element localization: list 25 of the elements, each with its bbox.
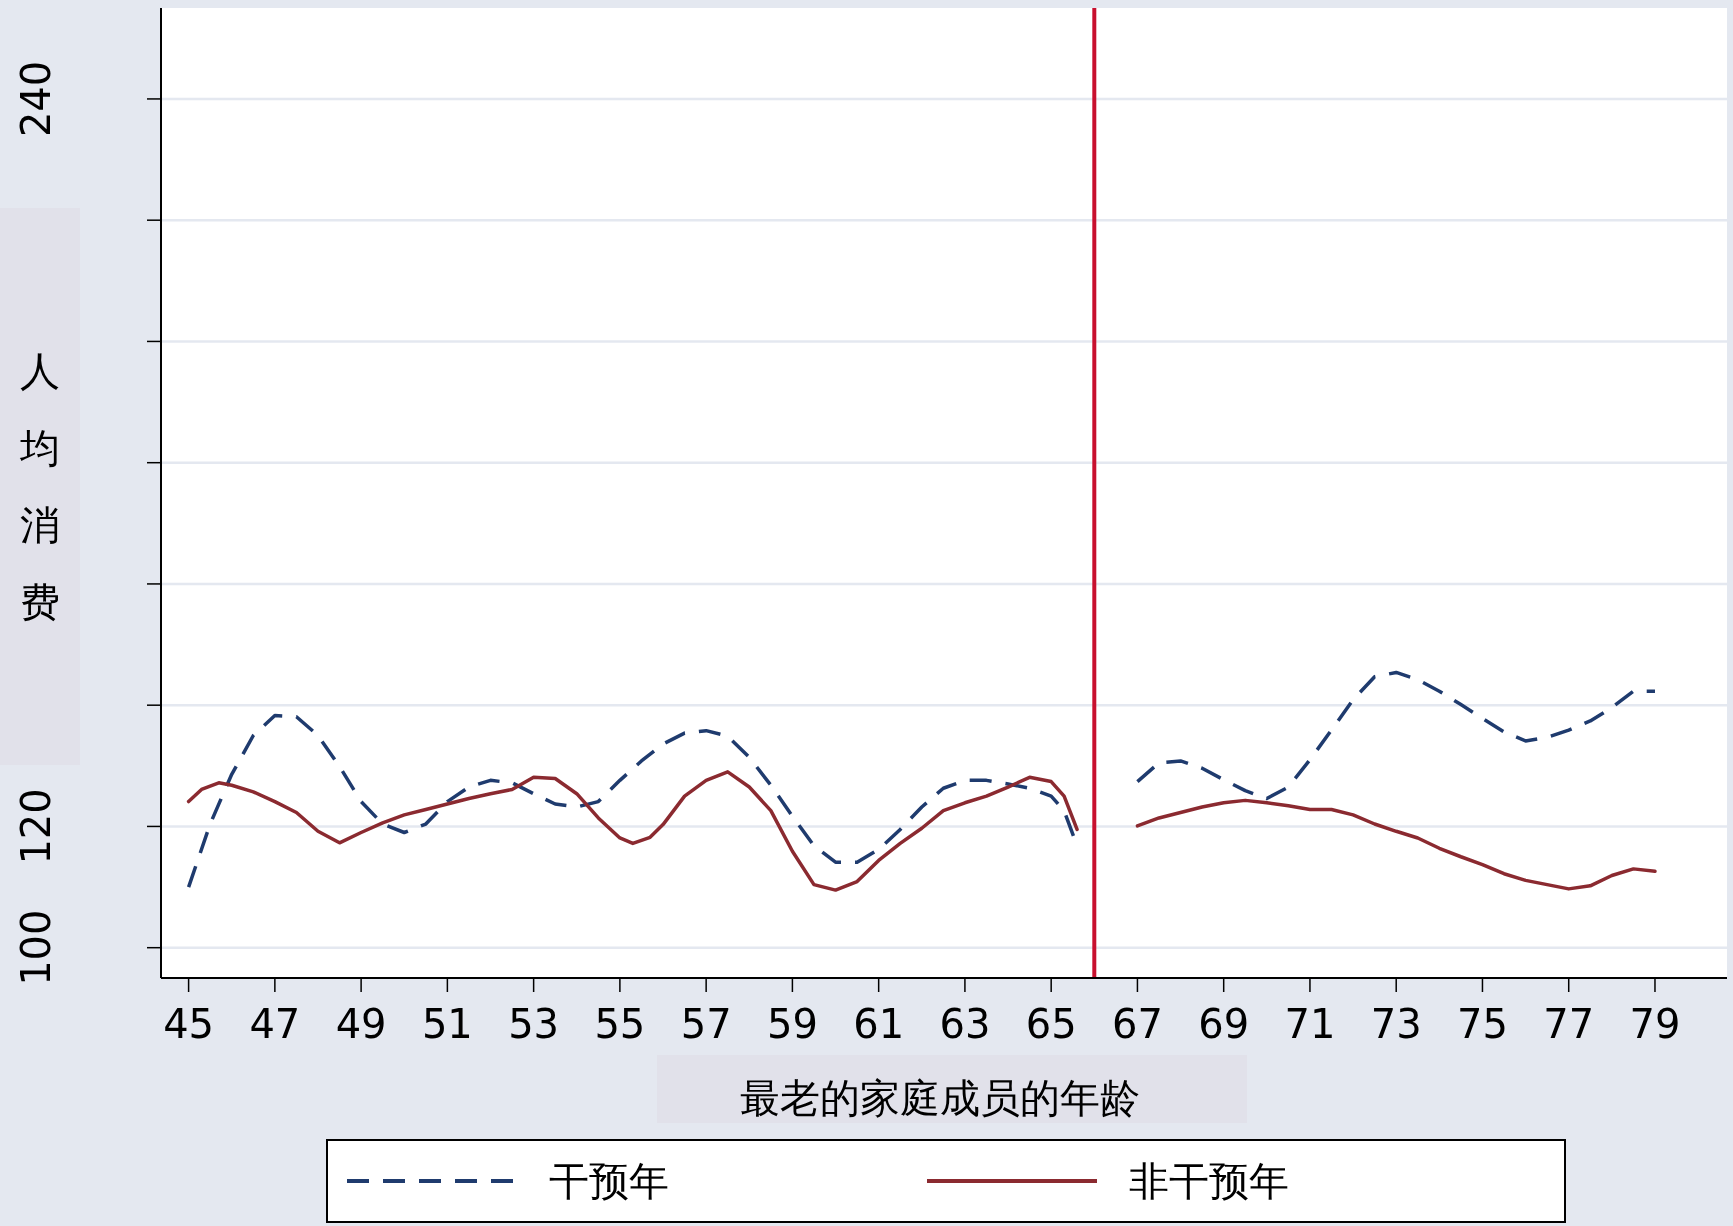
x-tick-label: 47 <box>249 1001 301 1047</box>
x-tick-label: 67 <box>1111 1001 1163 1047</box>
y-tick-label: 240 <box>13 60 59 138</box>
x-tick-label: 61 <box>853 1001 905 1047</box>
x-tick-label: 63 <box>939 1001 991 1047</box>
x-tick-label: 71 <box>1284 1001 1336 1047</box>
x-tick-label: 73 <box>1370 1001 1422 1047</box>
x-axis-title: 最老的家庭成员的年龄 <box>740 1075 1140 1121</box>
x-tick-label: 49 <box>335 1001 387 1047</box>
x-tick-label: 55 <box>594 1001 646 1047</box>
x-tick-label: 65 <box>1025 1001 1077 1047</box>
x-tick-label: 57 <box>680 1001 732 1047</box>
y-axis-title: 人均消费 <box>19 347 60 625</box>
x-tick-label: 79 <box>1629 1001 1681 1047</box>
x-tick-label: 75 <box>1457 1001 1508 1047</box>
y-tick-label: 120 <box>13 788 59 865</box>
x-tick-label: 77 <box>1543 1001 1595 1047</box>
x-tick-label: 69 <box>1198 1001 1250 1047</box>
y-tick-label: 100 <box>13 909 59 986</box>
legend-label: 非干预年 <box>1129 1158 1289 1204</box>
x-tick-label: 51 <box>421 1001 473 1047</box>
legend-label: 干预年 <box>549 1158 669 1204</box>
x-tick-label: 45 <box>163 1001 215 1047</box>
x-tick-label: 53 <box>508 1001 560 1047</box>
x-tick-label: 59 <box>766 1001 818 1047</box>
